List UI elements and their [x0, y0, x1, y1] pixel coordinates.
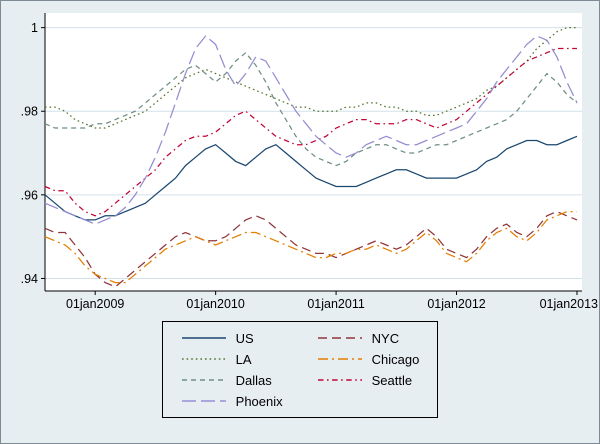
legend-item-dallas: Dallas	[181, 371, 283, 389]
legend-line-sample-us	[181, 337, 226, 339]
legend-item-seattle: Seattle	[317, 371, 420, 389]
legend-label-seattle: Seattle	[371, 372, 413, 388]
legend-label-chicago: Chicago	[371, 351, 420, 367]
legend-item-phoenix: Phoenix	[181, 392, 283, 410]
legend-line-sample-phoenix	[181, 400, 226, 402]
legend-line-sample-seattle	[317, 379, 362, 381]
legend-item-us: US	[181, 329, 283, 347]
legend-label-dallas: Dallas	[235, 372, 272, 388]
legend-label-nyc: NYC	[371, 330, 400, 346]
legend-label-phoenix: Phoenix	[235, 393, 283, 409]
legend-line-sample-chicago	[317, 358, 362, 360]
line-chart: .94 .96 .98 1 01jan2009 01jan2010 01jan2011 01j…	[21, 13, 598, 311]
x-tick-label: 01jan2013	[540, 297, 598, 311]
x-tick-label: 01jan2009	[66, 297, 124, 311]
chart-legend: US NYC LA Chicago Dallas Seattle Phoenix	[161, 321, 439, 418]
legend-item-la: LA	[181, 350, 283, 368]
legend-row: US NYC LA Chicago Dallas Seattle Phoenix	[1, 313, 599, 418]
legend-label-us: US	[235, 330, 254, 346]
legend-item-nyc: NYC	[317, 329, 420, 347]
x-tick-label: 01jan2010	[186, 297, 244, 311]
y-tick-label: .94	[21, 272, 38, 286]
series-line-us	[44, 135, 578, 221]
series-line-phoenix	[44, 35, 578, 225]
series-line-nyc	[44, 210, 578, 288]
legend-item-chicago: Chicago	[317, 350, 420, 368]
series-line-seattle	[44, 47, 577, 217]
legend-line-sample-la	[181, 358, 226, 360]
legend-line-sample-dallas	[181, 379, 226, 381]
y-tick-label: .98	[21, 105, 38, 119]
series-line-dallas	[44, 51, 578, 167]
series-line-chicago	[44, 210, 577, 284]
plot-area	[45, 13, 582, 291]
legend-line-sample-nyc	[317, 337, 362, 339]
y-tick-label: 1	[31, 21, 38, 35]
legend-label-la: LA	[235, 351, 252, 367]
x-tick-label: 01jan2011	[307, 297, 365, 311]
x-tick-label: 01jan2012	[427, 297, 485, 311]
y-tick-label: .96	[21, 188, 38, 202]
